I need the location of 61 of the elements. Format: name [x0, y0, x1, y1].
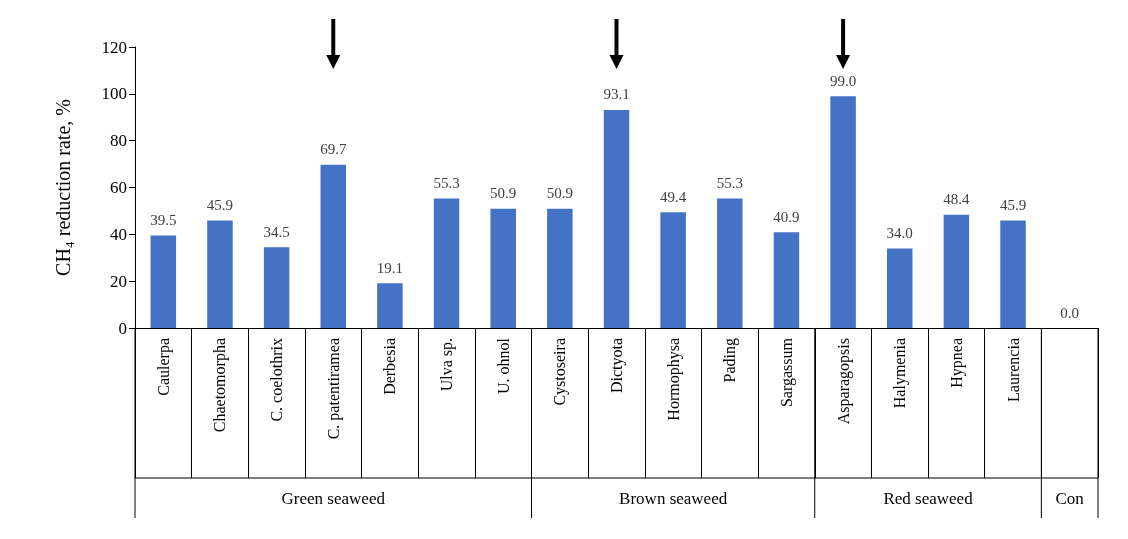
x-tick-label: Halymenia	[891, 338, 910, 409]
data-label: 34.5	[263, 223, 290, 240]
text: Green seaweed	[281, 488, 386, 508]
x-tick-label: Dictyota	[608, 338, 626, 394]
y-tick-label: 0	[118, 318, 127, 338]
bar	[830, 96, 856, 328]
x-tick-label: Chaetomorpha	[211, 338, 230, 433]
data-label: 69.7	[320, 141, 347, 158]
data-label: 34.0	[886, 224, 913, 241]
y-tick-label: 120	[101, 37, 127, 57]
y-tick-label: 100	[101, 84, 127, 104]
y-tick-label: 40	[110, 224, 127, 244]
data-label: 19.1	[376, 259, 404, 276]
data-label: 45.9	[999, 197, 1027, 214]
data-label: 49.4	[660, 188, 687, 205]
y-axis-title: CH₄ reduction rate, %	[52, 99, 74, 276]
bar	[433, 198, 460, 328]
data-label: 55.3	[716, 175, 743, 192]
bar	[773, 232, 800, 328]
bar	[547, 208, 573, 328]
x-tick-label: Hypnea	[947, 338, 966, 388]
data-label: 0.0	[1060, 304, 1080, 321]
data-label: 55.3	[433, 175, 460, 192]
bar	[660, 212, 686, 328]
data-label: 45.9	[206, 197, 234, 214]
bar	[263, 247, 290, 328]
x-tick-label: Sargassum	[777, 337, 796, 408]
x-tick-label: Derbesia	[381, 338, 399, 395]
data-label: 99.0	[829, 72, 857, 89]
x-tick-label: C. coelothrix	[268, 338, 286, 422]
bar	[207, 220, 233, 328]
data-label: 48.4	[943, 191, 971, 208]
y-tick-label: 60	[110, 178, 127, 197]
text: Brown seaweed	[619, 488, 728, 508]
text: Red seaweed	[883, 488, 974, 508]
bar	[320, 164, 347, 328]
bar	[1000, 220, 1026, 328]
data-label: 50.9	[490, 185, 517, 202]
x-tick-label: Ulva sp.	[438, 338, 457, 392]
bar	[717, 198, 743, 328]
x-tick-label: Hormophysa	[664, 338, 683, 421]
bar	[603, 109, 630, 328]
data-label: 40.9	[773, 208, 800, 225]
x-tick-label: C. patentiramea	[324, 338, 343, 440]
bar	[490, 208, 516, 328]
y-tick-label: 20	[110, 271, 127, 291]
y-tick-label: 80	[110, 131, 127, 151]
x-tick-label: Laurencia	[1004, 338, 1022, 402]
x-tick-label: Caulerpa	[154, 338, 173, 396]
bar	[377, 283, 403, 328]
text: Con	[1055, 488, 1085, 508]
x-tick-label: U. ohnol	[494, 337, 512, 394]
x-tick-label: Cystoseira	[551, 338, 570, 406]
bar	[943, 214, 970, 328]
data-label: 93.1	[603, 86, 630, 103]
bar	[886, 248, 913, 328]
bar	[150, 235, 177, 328]
x-tick-label: Pading	[721, 338, 740, 383]
data-label: 50.9	[546, 185, 573, 202]
data-label: 39.5	[150, 212, 177, 228]
x-tick-label: Asparagopsis	[834, 338, 853, 425]
